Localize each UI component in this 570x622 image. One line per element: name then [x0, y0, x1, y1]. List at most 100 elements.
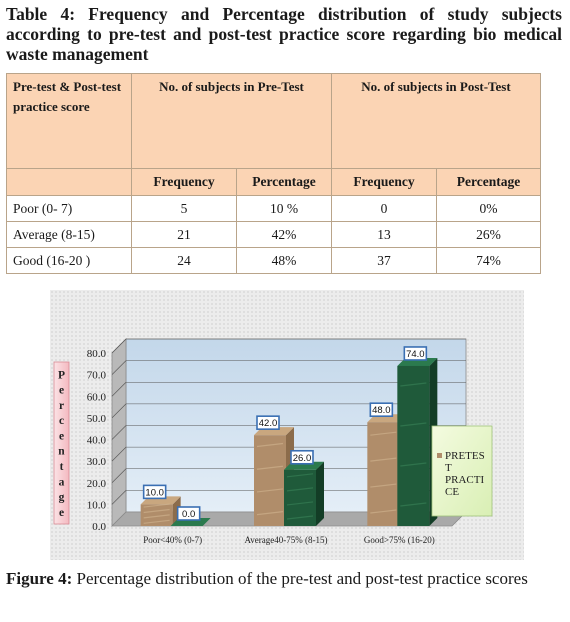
data-label: 26.0: [293, 453, 312, 464]
data-label: 42.0: [259, 418, 278, 429]
legend-label: CE: [445, 486, 459, 498]
post-test-header: No. of subjects in Post-Test: [331, 73, 541, 169]
table-cell: 26%: [436, 221, 541, 248]
y-axis-title-letter: g: [59, 492, 65, 504]
table-cell: 0%: [436, 195, 541, 222]
legend-label: PRACTI: [445, 474, 484, 486]
caption-label: Figure 4:: [6, 569, 73, 588]
y-axis-title-letter: t: [60, 461, 64, 473]
table-cell: 21: [131, 221, 237, 248]
y-tick-label: 0.0: [92, 521, 106, 533]
row-label: Average (8-15): [6, 221, 132, 248]
data-label: 48.0: [372, 405, 391, 416]
table-cell: 13: [331, 221, 437, 248]
subheader-cell: Frequency: [331, 168, 437, 196]
table-cell: 48%: [236, 247, 332, 274]
bar-texture: [370, 509, 397, 514]
x-tick-label: Good>75% (16-20): [364, 535, 435, 545]
y-axis-title-letter: a: [59, 476, 65, 488]
y-tick-label: 10.0: [87, 499, 107, 511]
table-cell: 42%: [236, 221, 332, 248]
subheader-cell: Frequency: [131, 168, 237, 196]
table-row: Good (16-20 ) 24 48% 37 74%: [6, 247, 541, 274]
data-label-box: [256, 415, 280, 430]
y-axis-title-letter: r: [59, 400, 64, 412]
legend-label: T: [445, 462, 452, 474]
gridline-side: [111, 490, 127, 505]
x-tick-label: Average40-75% (8-15): [244, 535, 327, 545]
y-tick-label: 80.0: [87, 348, 107, 360]
y-axis-title-letter: e: [59, 430, 64, 442]
bar-texture: [370, 457, 397, 462]
y-tick-label: 30.0: [87, 456, 107, 468]
table-header-row: Pre-test & Post-test practice score No. …: [6, 73, 541, 169]
y-tick-label: 50.0: [87, 413, 107, 425]
y-axis-title-letter: P: [58, 369, 65, 381]
bar-texture: [256, 465, 284, 470]
gridline-side: [111, 403, 127, 419]
gridline-side: [111, 446, 127, 462]
table-cell: 37: [331, 247, 437, 274]
bar-chart: 0.010.020.030.040.050.060.070.080.0Perce…: [53, 338, 493, 545]
bar-texture: [400, 422, 427, 427]
y-tick-label: 40.0: [87, 435, 107, 447]
y-axis-title-letter: e: [59, 385, 64, 397]
bar-texture: [256, 511, 284, 516]
subheader-cell: Percentage: [436, 168, 541, 196]
row-label: Good (16-20 ): [6, 247, 132, 274]
table-cell: 24: [131, 247, 237, 274]
legend-label: PRETES: [445, 450, 485, 462]
bar-texture: [143, 503, 170, 508]
blank-cell: [6, 168, 132, 196]
bar-texture: [370, 431, 397, 436]
bar-texture: [400, 462, 427, 467]
data-label-box: [176, 506, 201, 521]
y-axis-title-letter: n: [58, 446, 65, 458]
table-title: Table 4: Frequency and Percentage distri…: [6, 4, 562, 64]
data-label-box: [290, 449, 314, 465]
bar-texture: [286, 501, 314, 506]
bar-texture: [143, 514, 170, 519]
data-label: 74.0: [406, 349, 425, 360]
table-row: Poor (0- 7) 5 10 % 0 0%: [6, 195, 541, 222]
data-label-box: [369, 402, 394, 417]
bar-texture: [370, 483, 397, 488]
y-tick-label: 60.0: [87, 391, 107, 403]
data-label-box: [142, 484, 167, 500]
gridline-side: [111, 468, 127, 483]
table-cell: 0: [331, 195, 437, 222]
table-cell: 10 %: [236, 195, 332, 222]
gridline-side: [111, 382, 127, 397]
bar-texture: [143, 519, 170, 524]
legend-box: [431, 425, 493, 517]
data-label: 10.0: [145, 487, 164, 498]
y-tick-label: 20.0: [87, 478, 107, 490]
pre-test-header: No. of subjects in Pre-Test: [131, 73, 332, 169]
data-label: 0.0: [182, 509, 195, 520]
x-tick-label: Poor<40% (0-7): [143, 535, 202, 545]
legend-swatch: [437, 453, 442, 458]
caption-text: Percentage distribution of the pre-test …: [72, 569, 528, 588]
data-label-box: [403, 346, 428, 361]
row-label: Poor (0- 7): [6, 195, 132, 222]
bar-texture: [400, 382, 427, 387]
bar: [254, 435, 286, 526]
bar-texture: [143, 508, 170, 514]
subheader-cell: Percentage: [236, 168, 332, 196]
bar-texture: [286, 487, 314, 492]
bar-texture: [286, 515, 314, 520]
bar-texture: [286, 473, 314, 478]
gridline-side: [111, 360, 127, 375]
bar-side: [316, 461, 324, 526]
gridline-side: [111, 425, 127, 440]
y-axis-title-letter: e: [59, 507, 64, 519]
gridline-side: [111, 338, 127, 354]
bar: [367, 422, 400, 526]
bar-texture: [256, 488, 284, 493]
figure-caption: Figure 4: Percentage distribution of the…: [6, 568, 562, 589]
bar-texture: [256, 442, 284, 448]
table-subheader-row: Frequency Percentage Frequency Percentag…: [6, 168, 541, 196]
table-cell: 74%: [436, 247, 541, 274]
y-axis-title-letter: c: [59, 415, 64, 427]
